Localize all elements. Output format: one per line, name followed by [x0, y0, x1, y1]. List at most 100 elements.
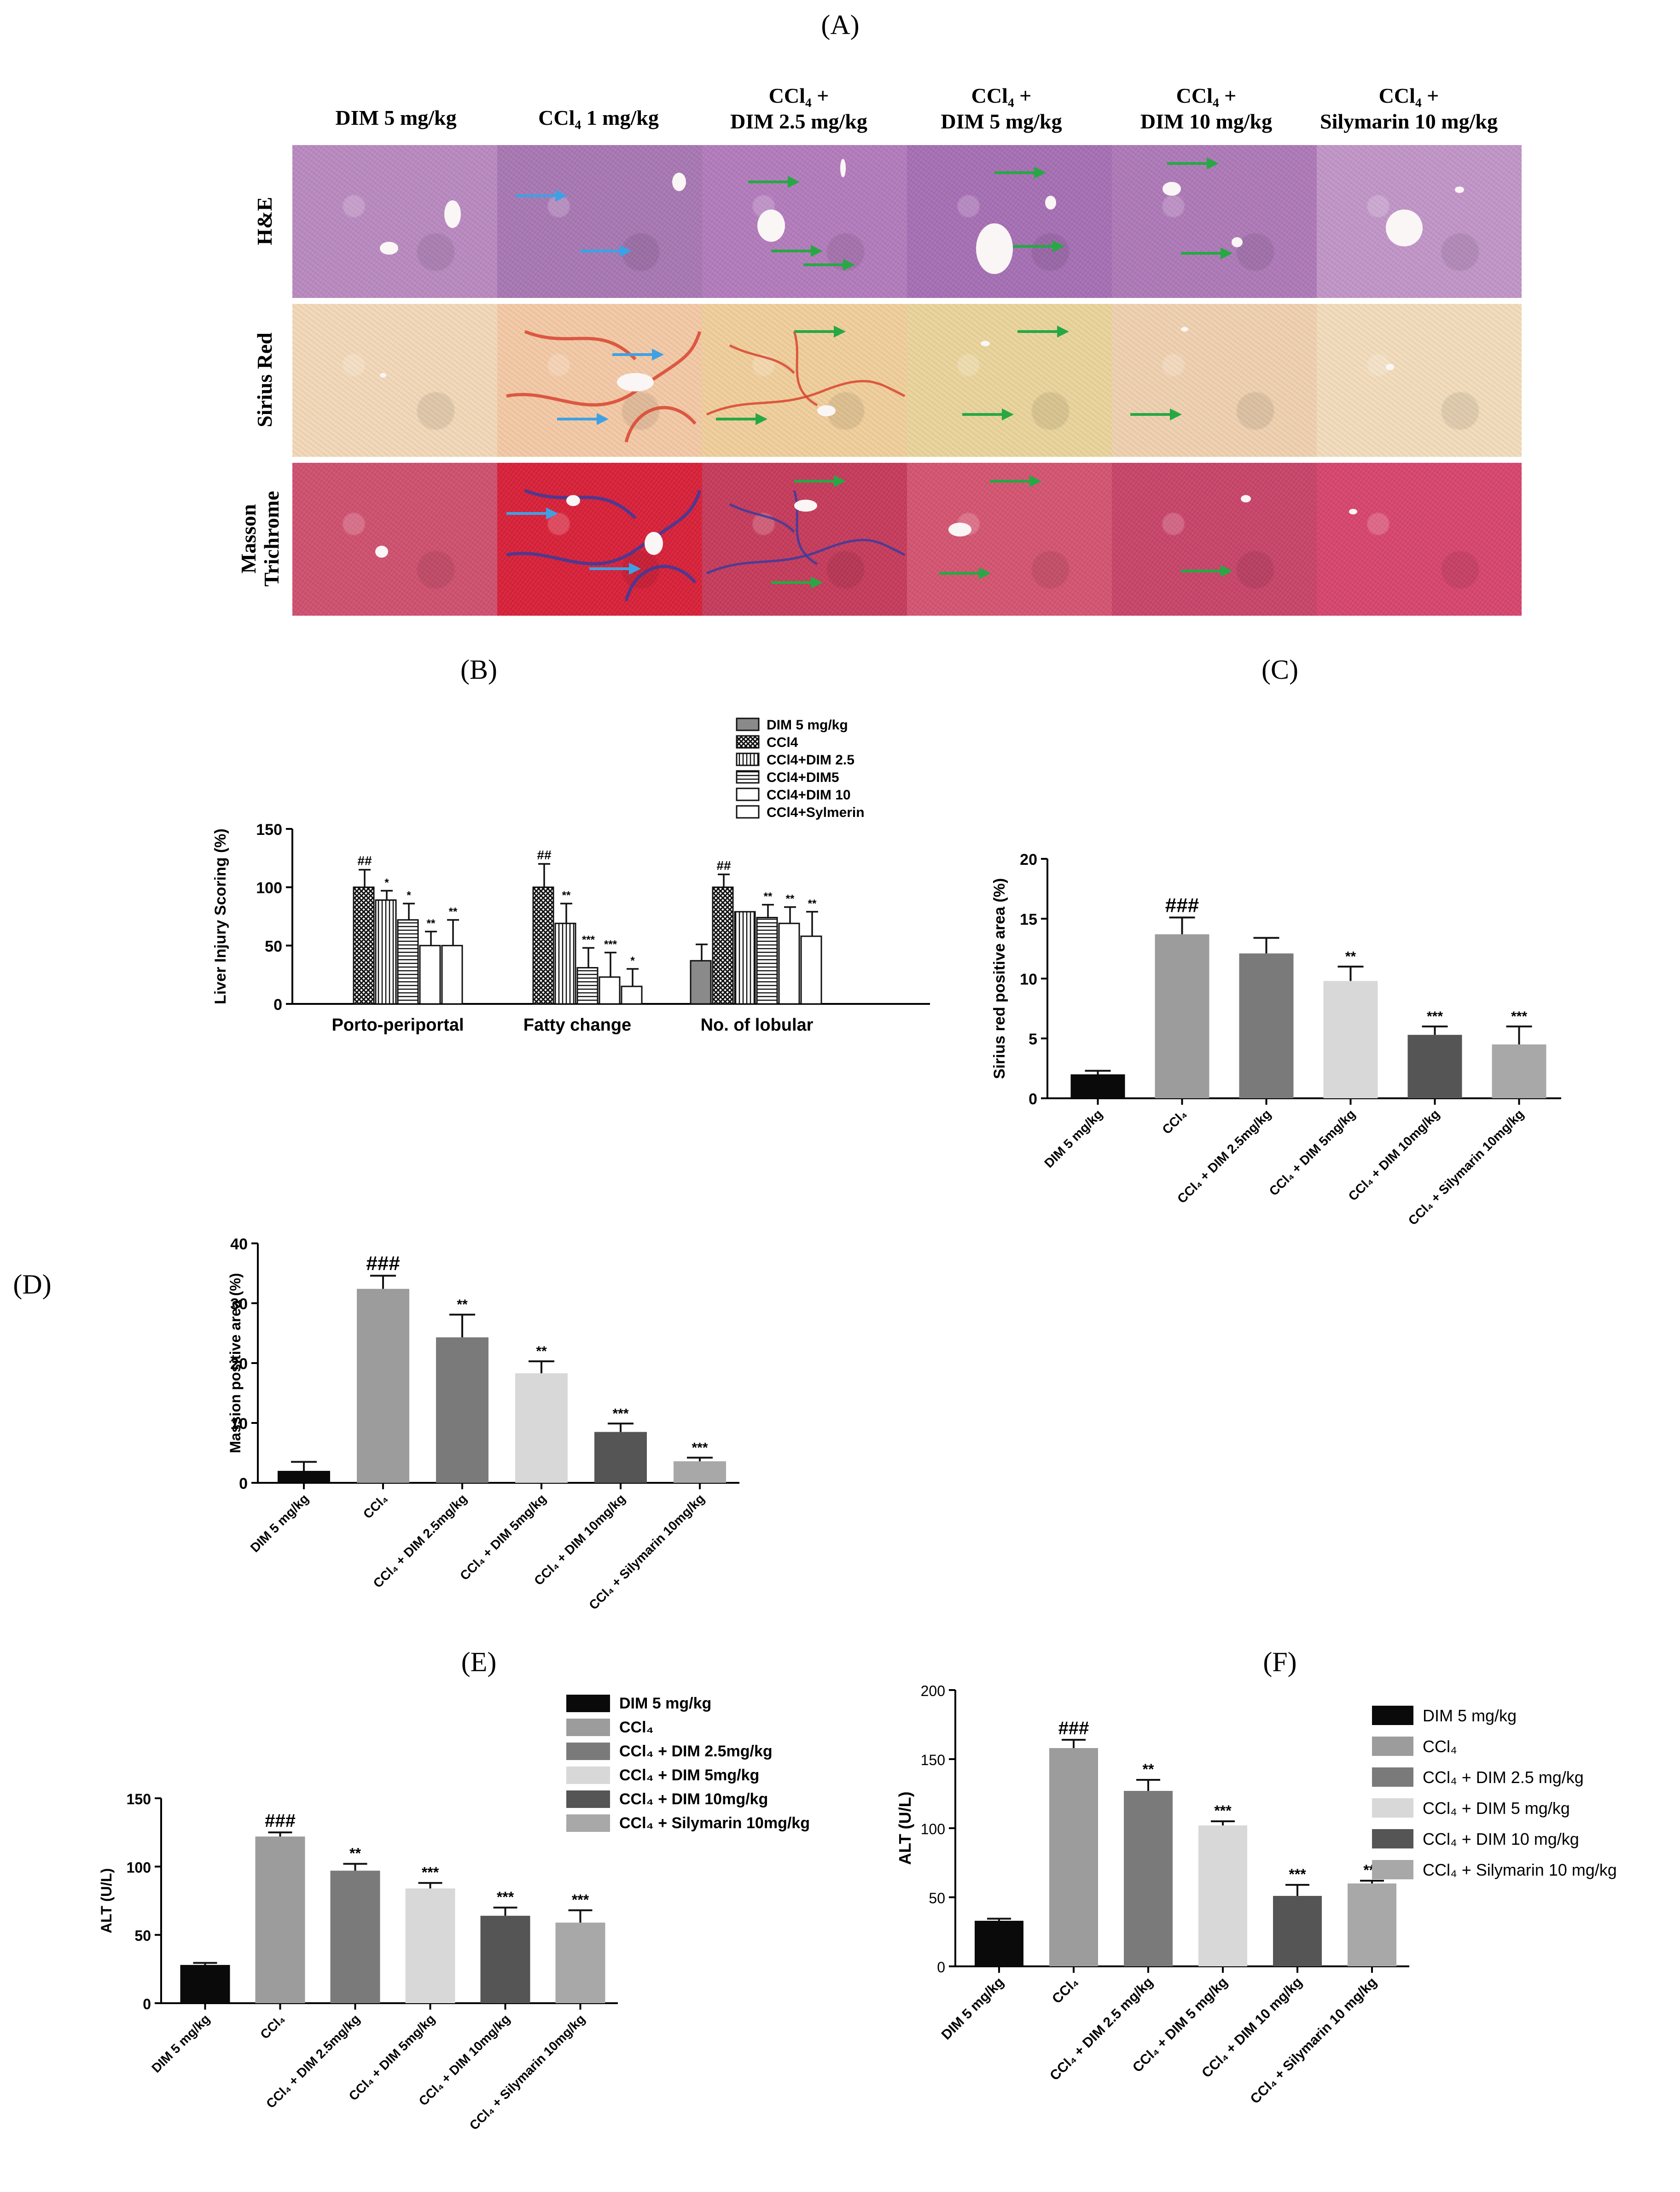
legend-swatch: [1372, 1798, 1413, 1818]
vessel-lumen: [1045, 196, 1056, 210]
bar: [576, 967, 599, 1005]
vessel-lumen: [617, 373, 654, 391]
vessel-lumen: [840, 159, 846, 177]
significance-mark: ###: [366, 1252, 400, 1275]
tissue-texture: [702, 463, 907, 616]
legend-swatch: [736, 787, 760, 801]
x-tick-label: Fatty change: [523, 1015, 631, 1035]
bar: [1273, 1896, 1322, 1966]
y-tick-label: 5: [1029, 1031, 1037, 1048]
legend-swatch: [736, 770, 760, 784]
panel-label-a: (A): [821, 10, 860, 40]
micrograph-tile: [702, 145, 907, 298]
recovery-arrow: [939, 567, 991, 579]
legend-swatch: [566, 1719, 610, 1736]
y-tick-label: 40: [230, 1236, 248, 1253]
chart-f: 0 50 100 150 200 ALT (U/L) DIM 5 mg/kg ### CCl₄ *…: [895, 1683, 1617, 2107]
tissue-texture: [1112, 145, 1317, 298]
injury-arrow: [506, 507, 558, 519]
arrow-layer: [557, 349, 664, 425]
bar: [255, 1836, 305, 2003]
tissue-texture: [497, 145, 702, 298]
legend-label: CCl₄: [1423, 1737, 1457, 1756]
y-tick-label: 30: [230, 1295, 248, 1313]
y-tick-label: 100: [127, 1859, 151, 1876]
significance-mark: *: [407, 889, 411, 902]
tissue-texture: [1317, 304, 1522, 457]
tissue-texture: [1317, 145, 1522, 298]
recovery-arrow: [1181, 565, 1232, 577]
y-tick-label: 0: [1029, 1090, 1037, 1108]
legend-swatch: [1372, 1737, 1413, 1756]
y-tick-label: 10: [1020, 971, 1037, 988]
significance-mark: ***: [497, 1889, 514, 1905]
legend-swatch: [566, 1814, 610, 1832]
x-tick-label: DIM 5 mg/kg: [149, 2011, 213, 2075]
legend-swatch: [1372, 1706, 1413, 1725]
bar: [180, 1965, 230, 2003]
significance-mark: ***: [582, 933, 595, 946]
injury-arrow: [580, 245, 632, 257]
legend-swatch: [566, 1790, 610, 1808]
legend-label: CCl₄: [619, 1719, 654, 1736]
y-tick-label: 0: [143, 1996, 151, 2012]
bar: [599, 976, 621, 1005]
bar: [1492, 1044, 1546, 1098]
micrograph-tile: [907, 304, 1112, 457]
y-tick-label: 0: [937, 1959, 945, 1976]
bar: [441, 944, 463, 1005]
x-tick-label: CCl₄ + DIM 5mg/kg: [346, 2011, 438, 2103]
recovery-arrow: [803, 259, 855, 271]
x-tick-label: DIM 5 mg/kg: [248, 1491, 312, 1555]
micrograph-tile: [702, 463, 907, 616]
recovery-arrow: [1181, 247, 1232, 259]
tissue-texture: [1112, 304, 1317, 457]
injury-arrow: [516, 190, 567, 202]
micrograph-tile: [292, 145, 497, 298]
panel-label-e: (E): [461, 1647, 497, 1677]
x-tick-label: Porto-periportal: [331, 1015, 464, 1035]
bar: [532, 886, 554, 1005]
tissue-texture: [1112, 463, 1317, 616]
legend-label: CCl₄ + DIM 10 mg/kg: [1423, 1830, 1579, 1848]
arrow-layer: [1130, 408, 1182, 420]
tissue-texture: [292, 145, 497, 298]
vessel-lumen: [794, 500, 817, 512]
fibrosis-streaks: [706, 490, 906, 575]
significance-mark: ***: [1289, 1866, 1306, 1883]
significance-mark: ***: [1511, 1009, 1527, 1024]
recovery-arrow: [1130, 408, 1182, 420]
bar: [555, 1922, 605, 2003]
y-tick-label: 10: [230, 1415, 248, 1433]
vessel-lumen: [645, 532, 663, 555]
micrograph-tile: [1112, 145, 1317, 298]
fibrosis-streaks: [506, 489, 702, 601]
legend-swatch: [1372, 1860, 1413, 1879]
panel-label-c: (C): [1261, 654, 1298, 685]
bar: [554, 922, 576, 1005]
arrow-layer: [292, 145, 497, 298]
bar: [397, 919, 419, 1005]
bar: [1198, 1825, 1247, 1966]
arrow-layer: [1317, 304, 1522, 457]
vessel-lumen: [817, 405, 836, 416]
legend-swatch: [1372, 1829, 1413, 1848]
significance-mark: **: [349, 1845, 361, 1861]
arrow-layer: [292, 304, 497, 457]
recovery-arrow: [794, 475, 846, 487]
tissue-texture: [292, 463, 497, 616]
y-axis-label: ALT (U/L): [895, 1791, 914, 1865]
column-header: CCl₄ + Silymarin 10 mg/kg: [1320, 84, 1498, 133]
arrow-layer: [716, 326, 846, 425]
tissue-texture: [907, 304, 1112, 457]
x-tick-label: CCl₄ + DIM 5mg/kg: [457, 1491, 549, 1583]
legend-label: CCl4+DIM5: [767, 770, 839, 785]
bar: [480, 1916, 530, 2003]
vessel-lumen: [976, 223, 1013, 274]
y-axis-label: Massion positive area (%): [227, 1273, 244, 1453]
arrow-layer: [771, 475, 846, 589]
legend-label: CCl₄ + DIM 10mg/kg: [619, 1790, 768, 1808]
legend-label: DIM 5 mg/kg: [619, 1695, 711, 1712]
significance-mark: *: [384, 876, 389, 889]
y-tick-label: 150: [921, 1752, 945, 1768]
